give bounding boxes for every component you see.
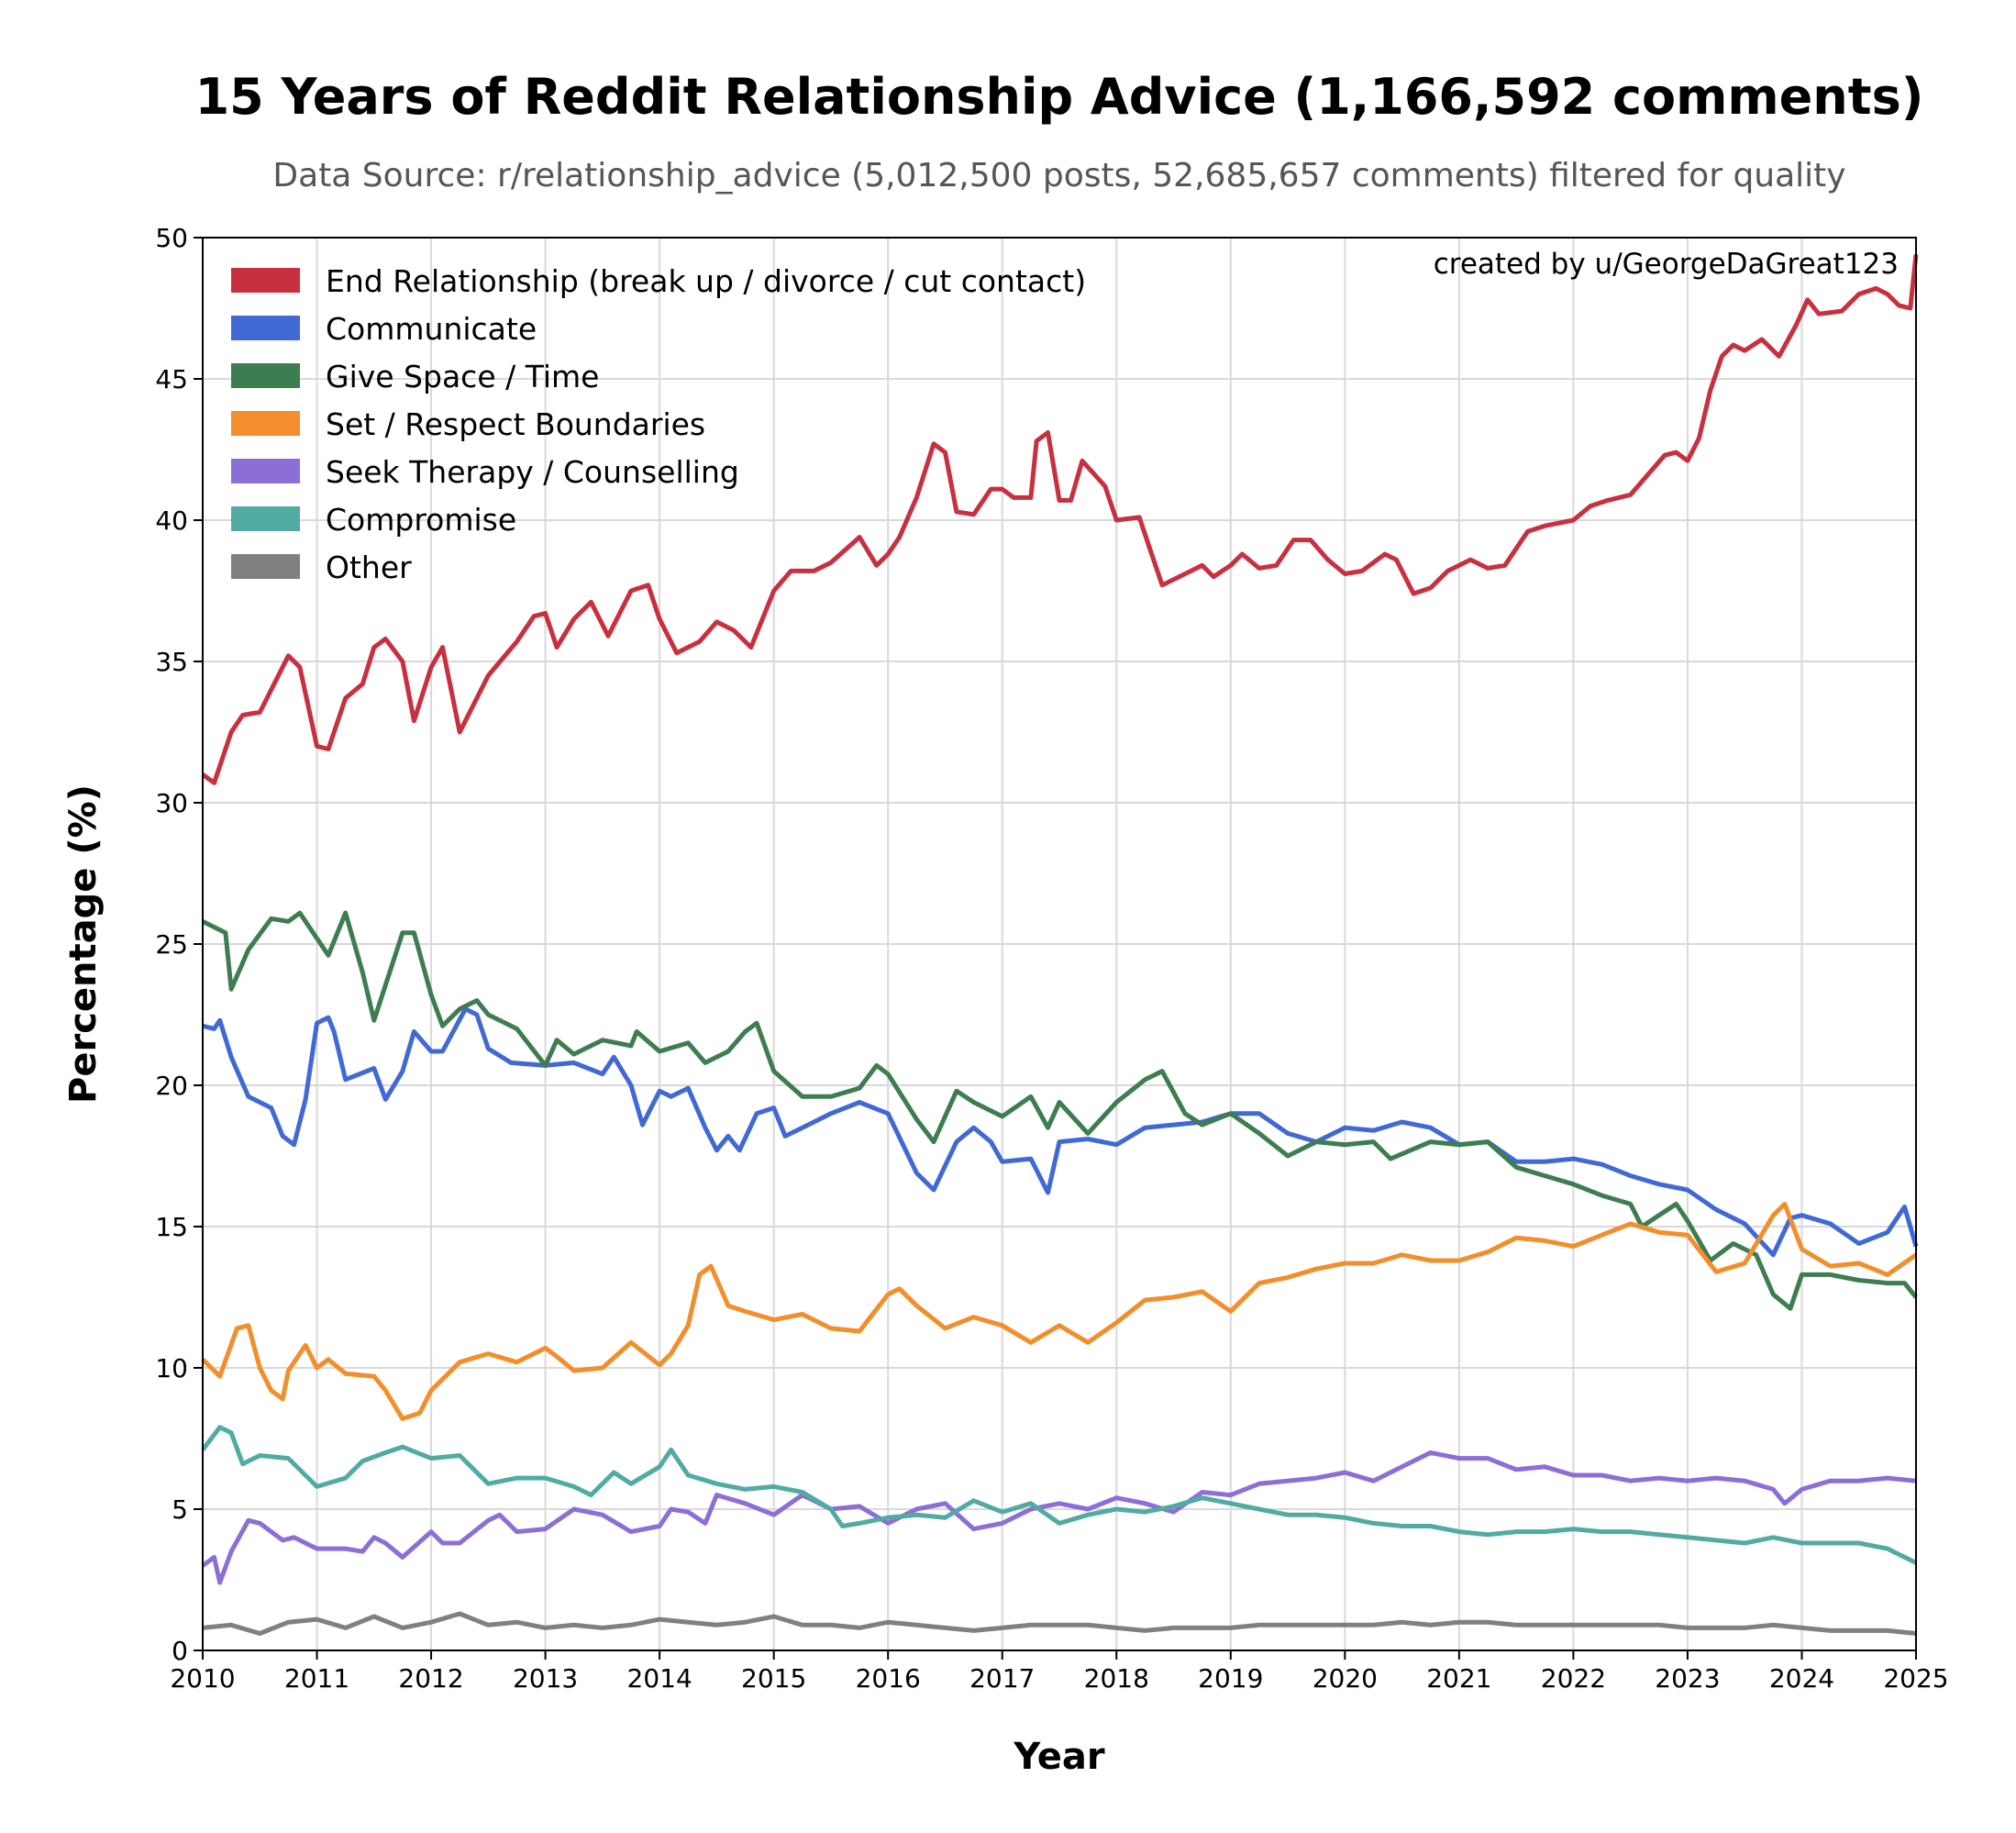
legend-swatch-other	[231, 554, 300, 579]
series-lines	[201, 254, 1919, 1636]
series-line-end-relationship-break-up-divorce-cut-contact	[201, 254, 1919, 785]
x-tick-label: 2021	[1426, 1663, 1491, 1694]
attribution: created by u/GeorgeDaGreat123	[1434, 248, 1899, 281]
chart-title: 15 Years of Reddit Relationship Advice (…	[195, 68, 1924, 126]
x-tick-label: 2024	[1769, 1663, 1834, 1694]
y-tick-label: 35	[155, 647, 188, 677]
x-tick-label: 2011	[284, 1663, 349, 1694]
x-tick-label: 2014	[627, 1663, 692, 1694]
y-tick-label: 5	[172, 1494, 188, 1525]
grid	[202, 237, 1917, 1651]
x-tick-label: 2023	[1655, 1663, 1720, 1694]
x-tick-label: 2013	[513, 1663, 578, 1694]
x-tick-label: 2010	[170, 1663, 235, 1694]
legend-swatch-seek-therapy-counselling	[231, 459, 300, 483]
x-tick-label: 2015	[741, 1663, 806, 1694]
y-axis-label: Percentage (%)	[62, 784, 105, 1104]
x-tick-label: 2020	[1313, 1663, 1378, 1694]
series-line-set-respect-boundaries	[201, 1201, 1918, 1421]
legend-label-give-space-time: Give Space / Time	[326, 359, 599, 394]
series-line-other	[202, 1611, 1917, 1636]
x-tick-label: 2017	[969, 1663, 1035, 1694]
y-tick-label: 25	[155, 929, 188, 960]
legend-label-other: Other	[326, 550, 412, 585]
y-tick-label: 15	[155, 1212, 188, 1242]
legend-swatch-end-relationship-break-up-divorce-cut-contact	[231, 268, 300, 293]
axis-ticks: 2010 2011 2012 2013 2014 2015 2016 2017 2018 2019…	[155, 223, 1948, 1694]
x-tick-label: 2019	[1198, 1663, 1263, 1694]
x-axis-label: Year	[1013, 1736, 1104, 1778]
legend-swatch-compromise	[231, 506, 300, 531]
legend-swatch-communicate	[231, 316, 300, 340]
y-tick-label: 10	[155, 1353, 188, 1383]
legend-label-seek-therapy-counselling: Seek Therapy / Counselling	[326, 454, 739, 490]
y-tick-label: 30	[155, 788, 188, 818]
x-tick-label: 2022	[1541, 1663, 1606, 1694]
legend-swatch-give-space-time	[231, 363, 300, 388]
legend-label-set-respect-boundaries: Set / Respect Boundaries	[326, 406, 705, 442]
y-tick-label: 50	[155, 223, 188, 253]
legend-swatch-set-respect-boundaries	[231, 411, 300, 436]
y-tick-label: 20	[155, 1071, 188, 1101]
x-tick-label: 2016	[856, 1663, 921, 1694]
series-line-compromise	[201, 1425, 1918, 1565]
x-tick-label: 2025	[1883, 1663, 1948, 1694]
y-tick-label: 45	[155, 364, 188, 394]
legend-label-end-relationship-break-up-divorce-cut-contact: End Relationship (break up / divorce / c…	[326, 263, 1086, 299]
chart-subtitle: Data Source: r/relationship_advice (5,01…	[272, 157, 1845, 194]
y-tick-label: 0	[172, 1636, 188, 1666]
series-line-communicate	[202, 1006, 1919, 1258]
legend-label-communicate: Communicate	[326, 311, 537, 347]
y-tick-label: 40	[155, 505, 188, 536]
legend-label-compromise: Compromise	[326, 502, 516, 538]
x-tick-label: 2012	[398, 1663, 463, 1694]
legend: End Relationship (break up / divorce / c…	[231, 263, 1086, 585]
series-line-give-space-time	[201, 910, 1918, 1311]
x-tick-label: 2018	[1084, 1663, 1149, 1694]
series-line-seek-therapy-counselling	[201, 1450, 1917, 1585]
